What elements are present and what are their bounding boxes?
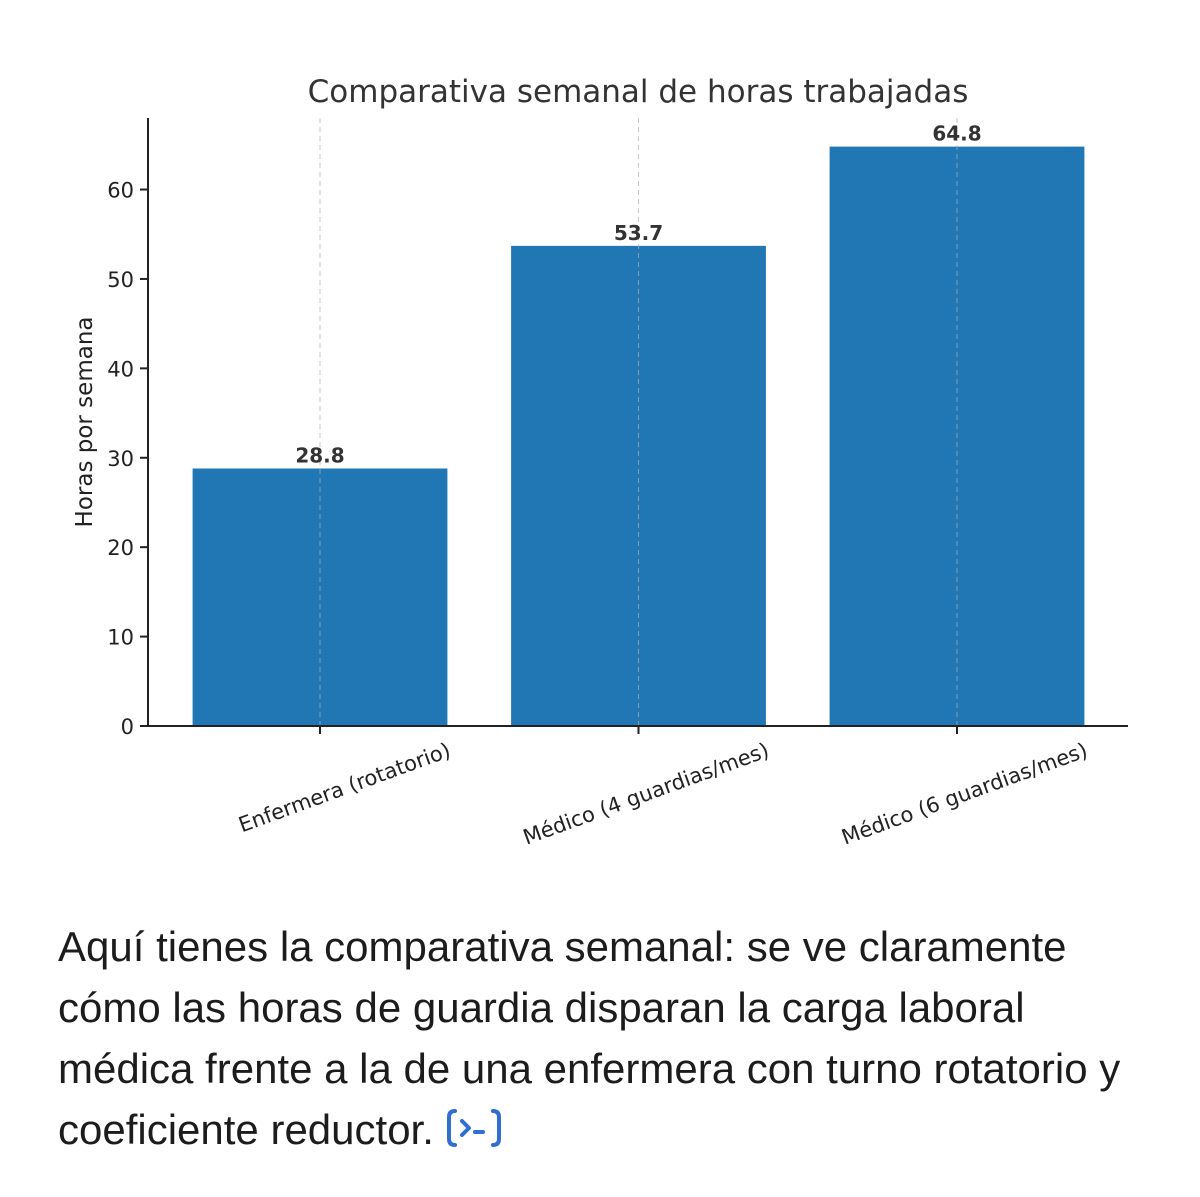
x-tick-label-2: Médico (4 guardias/mes) xyxy=(520,738,772,849)
y-tick-label-40: 40 xyxy=(107,357,134,381)
y-tick-label-20: 20 xyxy=(107,536,134,560)
y-tick-label-60: 60 xyxy=(107,179,134,203)
x-tick-label-3: Médico (6 guardias/mes) xyxy=(838,738,1090,849)
y-tick-label-30: 30 xyxy=(107,447,134,471)
y-tick-label-0: 0 xyxy=(121,715,134,739)
code-interpreter-icon[interactable] xyxy=(444,1105,504,1166)
message-text: Aquí tienes la comparativa semanal: se v… xyxy=(58,916,1158,1166)
y-axis-label: Horas por semana xyxy=(72,317,98,528)
value-label-2: 53.7 xyxy=(614,221,663,245)
chart-title: Comparativa semanal de horas trabajadas xyxy=(308,74,969,110)
y-tick-label-10: 10 xyxy=(107,626,134,650)
x-tick-label-1: Enfermera (rotatorio) xyxy=(235,738,453,837)
value-label-3: 64.8 xyxy=(932,122,981,146)
y-tick-label-50: 50 xyxy=(107,268,134,292)
value-label-1: 28.8 xyxy=(295,443,344,467)
message-body: Aquí tienes la comparativa semanal: se v… xyxy=(58,923,1121,1153)
bar-chart: Comparativa semanal de horas trabajadas 2… xyxy=(72,74,1128,850)
